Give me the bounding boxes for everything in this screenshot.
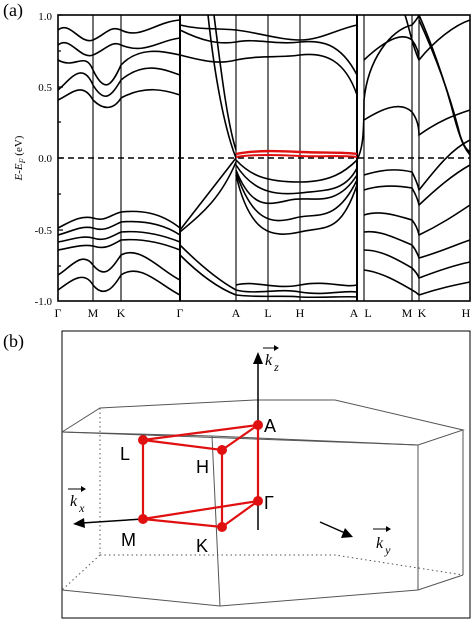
ytick-label: -1.0 bbox=[35, 296, 53, 308]
panel-b-label: (b) bbox=[3, 331, 24, 352]
kpath-label: Γ bbox=[177, 306, 184, 320]
band-curve bbox=[57, 37, 181, 57]
band-curve bbox=[57, 220, 181, 236]
diagram-frame bbox=[61, 330, 471, 619]
label-Gamma: Γ bbox=[264, 493, 274, 513]
band-curve bbox=[235, 159, 358, 183]
point-K bbox=[217, 522, 227, 532]
high-symmetry-path bbox=[141, 423, 260, 529]
band-curve bbox=[363, 164, 471, 207]
point-Gamma bbox=[253, 496, 263, 506]
kpath-label: A bbox=[232, 306, 241, 320]
kpath-label: H bbox=[462, 306, 471, 320]
point-M bbox=[138, 514, 148, 524]
band-curve bbox=[363, 105, 471, 137]
kpath-label: K bbox=[418, 306, 427, 320]
band-curve bbox=[179, 254, 358, 299]
kpath-label: K bbox=[117, 306, 126, 320]
band-curve bbox=[57, 270, 181, 296]
label-A: A bbox=[264, 416, 276, 436]
kpath-label: Γ bbox=[55, 306, 62, 320]
band-curve bbox=[235, 282, 358, 288]
band-curve bbox=[356, 14, 420, 161]
band-curve bbox=[363, 249, 471, 280]
band-curve bbox=[235, 171, 358, 222]
kpath-label: M bbox=[402, 306, 413, 320]
y-axis: 1.0 0.5 0.0 -0.5 -1.0 E-EF (eV) bbox=[13, 11, 63, 308]
point-A bbox=[253, 420, 263, 430]
band-curve bbox=[363, 269, 471, 296]
kpath-label: L bbox=[264, 306, 271, 320]
band-plot: 1.0 0.5 0.0 -0.5 -1.0 E-EF (eV) bbox=[13, 11, 471, 320]
band-curve bbox=[235, 169, 358, 205]
band-curve bbox=[57, 19, 181, 42]
ytick-label: 0.5 bbox=[38, 82, 52, 94]
band-curve bbox=[207, 14, 237, 159]
x-axis: Γ M K Γ A L H A L M K H bbox=[55, 306, 471, 320]
band-curve bbox=[57, 50, 181, 86]
high-symmetry-points bbox=[138, 420, 263, 532]
band-curve bbox=[57, 210, 181, 229]
high-symmetry-labels: L A H M Γ K bbox=[120, 416, 276, 556]
band-curve bbox=[213, 14, 237, 151]
ytick-label: -0.5 bbox=[35, 225, 53, 237]
kpath-label: A bbox=[350, 306, 359, 320]
band-curve bbox=[363, 230, 471, 259]
label-H: H bbox=[196, 457, 209, 477]
band-curve bbox=[179, 29, 358, 76]
kpath-label: H bbox=[296, 306, 305, 320]
band-curve bbox=[363, 36, 420, 61]
band-curve bbox=[363, 204, 471, 237]
band-curve bbox=[179, 161, 237, 233]
label-M: M bbox=[121, 530, 136, 550]
ytick-label: 0.0 bbox=[38, 153, 52, 165]
band-curve bbox=[235, 174, 358, 235]
band-curve bbox=[57, 88, 181, 109]
highlighted-band bbox=[235, 149, 358, 156]
highlighted-band bbox=[235, 154, 358, 158]
label-L: L bbox=[120, 444, 130, 464]
band-curve bbox=[179, 24, 358, 41]
y-axis-title: E-EF (eV) bbox=[13, 135, 27, 181]
band-curve bbox=[179, 244, 358, 295]
band-curve bbox=[57, 238, 181, 251]
point-L bbox=[138, 435, 148, 445]
panel-a-label: (a) bbox=[3, 0, 23, 21]
band-curves bbox=[57, 14, 471, 299]
band-curve bbox=[57, 67, 181, 97]
label-K: K bbox=[196, 536, 208, 556]
point-H bbox=[217, 445, 227, 455]
band-curve bbox=[179, 157, 237, 231]
band-curve bbox=[235, 164, 358, 195]
kpath-label: L bbox=[364, 306, 371, 320]
ytick-label: 1.0 bbox=[38, 11, 52, 23]
kpath-label: M bbox=[88, 306, 99, 320]
band-curve bbox=[363, 139, 471, 192]
band-curve bbox=[57, 252, 181, 281]
band-curve bbox=[57, 230, 181, 243]
band-curve bbox=[179, 53, 358, 96]
band-curve bbox=[418, 19, 471, 153]
